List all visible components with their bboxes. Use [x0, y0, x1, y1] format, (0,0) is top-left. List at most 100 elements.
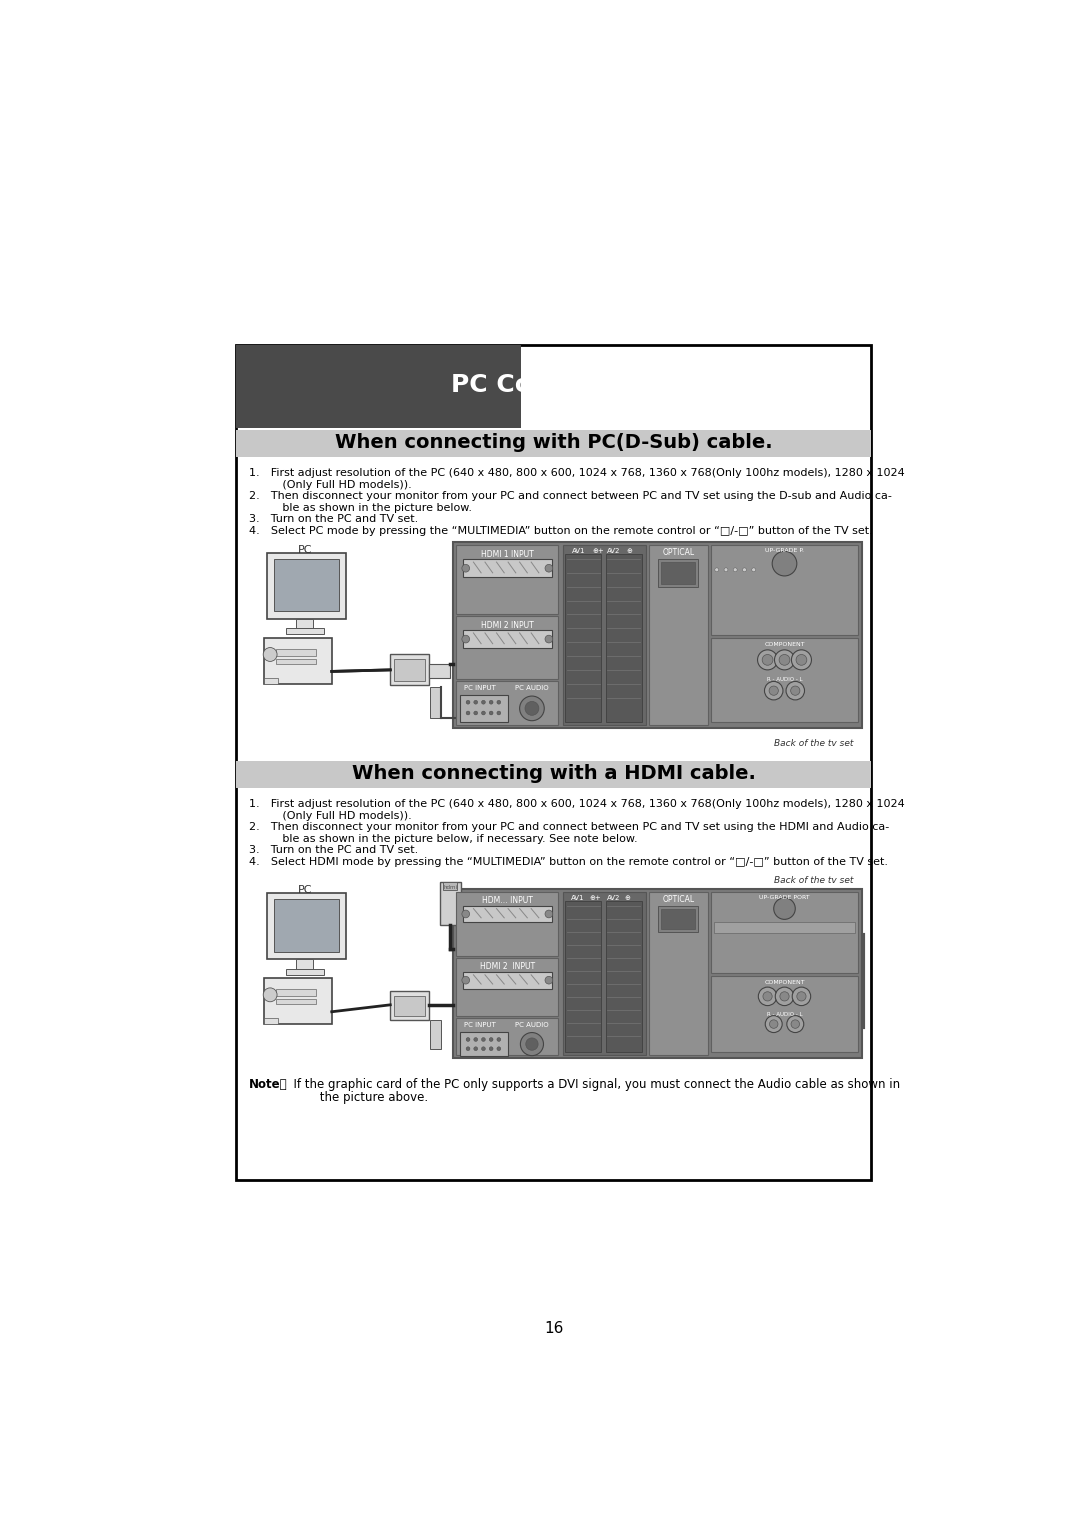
Bar — [264, 977, 332, 1025]
Circle shape — [773, 898, 795, 919]
Text: ble as shown in the picture below.: ble as shown in the picture below. — [248, 502, 472, 513]
Circle shape — [545, 976, 553, 983]
Bar — [565, 901, 602, 1052]
Circle shape — [489, 701, 494, 704]
Circle shape — [545, 635, 553, 643]
Circle shape — [772, 551, 797, 576]
Bar — [715, 922, 854, 933]
Text: HDMI 2  INPUT: HDMI 2 INPUT — [480, 962, 535, 971]
Circle shape — [474, 1048, 477, 1051]
Circle shape — [780, 991, 789, 1002]
Bar — [274, 899, 339, 951]
Text: Back of the tv set: Back of the tv set — [774, 876, 854, 886]
Text: 3. Turn on the PC and TV set.: 3. Turn on the PC and TV set. — [248, 846, 418, 855]
Circle shape — [462, 635, 470, 643]
Bar — [661, 562, 696, 583]
Text: ble as shown in the picture below, if necessary. See note below.: ble as shown in the picture below, if ne… — [248, 834, 637, 844]
Circle shape — [497, 701, 501, 704]
Bar — [394, 996, 424, 1015]
Circle shape — [482, 1048, 485, 1051]
Text: ⊕+: ⊕+ — [590, 895, 602, 901]
Circle shape — [482, 701, 485, 704]
Bar — [462, 629, 552, 649]
Bar — [454, 542, 862, 728]
Text: OPTICAL: OPTICAL — [662, 895, 694, 904]
Circle shape — [526, 1038, 538, 1051]
Bar — [237, 345, 870, 1180]
Bar — [276, 649, 316, 657]
Bar — [296, 618, 313, 628]
Circle shape — [482, 1037, 485, 1041]
Circle shape — [787, 1015, 804, 1032]
Bar — [658, 559, 699, 586]
Bar — [606, 554, 642, 722]
Bar — [454, 889, 862, 1058]
Circle shape — [489, 1048, 494, 1051]
Bar — [264, 638, 332, 684]
Circle shape — [752, 568, 756, 571]
Text: (Only Full HD models)).: (Only Full HD models)). — [248, 811, 411, 822]
Bar — [460, 1032, 508, 1057]
Text: ⊕: ⊕ — [624, 895, 631, 901]
Circle shape — [497, 1048, 501, 1051]
Circle shape — [462, 976, 470, 983]
Text: AV2: AV2 — [607, 548, 621, 554]
Bar — [711, 976, 859, 1052]
Bar — [440, 883, 461, 925]
Bar — [457, 681, 558, 725]
Circle shape — [467, 1037, 470, 1041]
Circle shape — [525, 701, 539, 715]
Text: 3. Turn on the PC and TV set.: 3. Turn on the PC and TV set. — [248, 515, 418, 524]
Bar — [430, 687, 441, 718]
Circle shape — [786, 681, 805, 699]
Text: 2. Then disconnect your monitor from your PC and connect between PC and TV set u: 2. Then disconnect your monitor from you… — [248, 492, 891, 501]
Text: UP-GRADE P.: UP-GRADE P. — [765, 548, 804, 553]
Circle shape — [521, 1032, 543, 1055]
Circle shape — [519, 696, 544, 721]
Circle shape — [793, 986, 811, 1006]
Text: COMPONENT: COMPONENT — [765, 643, 805, 647]
Text: HDMI 2 INPUT: HDMI 2 INPUT — [481, 620, 534, 629]
Circle shape — [545, 565, 553, 573]
Circle shape — [462, 565, 470, 573]
Circle shape — [792, 651, 811, 670]
Circle shape — [762, 655, 773, 666]
Text: 1. First adjust resolution of the PC (640 x 480, 800 x 600, 1024 x 768, 1360 x 7: 1. First adjust resolution of the PC (64… — [248, 799, 904, 809]
Text: R - AUDIO - L: R - AUDIO - L — [767, 676, 802, 683]
Bar — [649, 545, 707, 725]
Bar — [711, 892, 859, 973]
Circle shape — [467, 701, 470, 704]
Bar — [285, 628, 324, 634]
Circle shape — [791, 686, 800, 695]
Bar — [390, 655, 429, 686]
Circle shape — [796, 655, 807, 666]
Bar — [649, 892, 707, 1055]
Text: COMPONENT: COMPONENT — [765, 980, 805, 985]
Text: PC INPUT: PC INPUT — [463, 684, 496, 690]
Text: 16: 16 — [544, 1321, 563, 1336]
Bar — [462, 906, 552, 922]
Text: 4. Select PC mode by pressing the “MULTIMEDIA” button on the remote control or “: 4. Select PC mode by pressing the “MULTI… — [248, 525, 873, 536]
Circle shape — [715, 568, 718, 571]
Bar — [658, 906, 699, 931]
Circle shape — [474, 712, 477, 715]
Circle shape — [766, 1015, 782, 1032]
Circle shape — [779, 655, 789, 666]
Text: HDM… INPUT: HDM… INPUT — [482, 896, 532, 906]
Circle shape — [467, 1048, 470, 1051]
Bar — [276, 989, 316, 996]
Bar — [457, 957, 558, 1017]
Bar — [711, 638, 859, 722]
Bar — [460, 695, 508, 722]
Bar — [462, 559, 552, 577]
Bar — [237, 345, 522, 428]
Circle shape — [489, 712, 494, 715]
Circle shape — [757, 651, 778, 670]
Text: HDMI 1 INPUT: HDMI 1 INPUT — [481, 550, 534, 559]
Text: R - AUDIO - L: R - AUDIO - L — [767, 1012, 802, 1017]
Bar — [267, 893, 346, 959]
Bar — [394, 660, 424, 681]
Bar — [457, 1019, 558, 1055]
Circle shape — [758, 986, 777, 1006]
Text: Back of the tv set: Back of the tv set — [774, 739, 854, 748]
